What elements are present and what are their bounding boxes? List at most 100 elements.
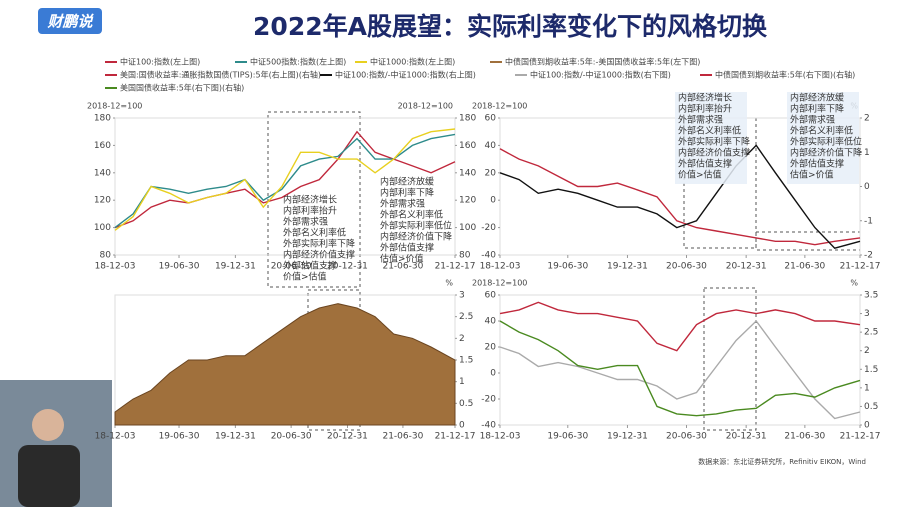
y2-tick-label: 1 <box>459 377 465 387</box>
y-tick-label: 120 <box>94 196 111 206</box>
y-tick-label: 40 <box>485 317 497 327</box>
annotation: 内部经济价值支撑 <box>678 147 750 159</box>
x-tick-label: 20-06-30 <box>666 262 707 272</box>
x-tick-label: 19-06-30 <box>159 432 200 442</box>
y2-axis-unit: % <box>850 279 858 288</box>
annotation: 内部经济价值下降 <box>790 147 862 159</box>
y-axis-unit: 2018-12=100 <box>472 102 527 111</box>
line <box>499 144 861 249</box>
y2-tick-label: 0.5 <box>864 402 878 412</box>
annotation: 价值>估值 <box>283 271 327 283</box>
legend-label: 中证500指数:指数(左上图) <box>250 57 346 67</box>
annotation: 外部名义利率低 <box>380 209 443 221</box>
line <box>499 319 861 420</box>
area <box>114 303 456 426</box>
annotation: 外部需求强 <box>283 216 328 228</box>
y2-tick-label: 2 <box>864 114 870 124</box>
y2-tick-label: -2 <box>864 251 873 261</box>
y2-tick-label: 140 <box>459 168 476 178</box>
annotation: 外部实际利率低位 <box>790 136 862 148</box>
y-tick-label: -40 <box>481 421 496 431</box>
annotation: 内部经济放缓 <box>790 92 844 104</box>
annotation-box <box>675 92 747 184</box>
logo-box <box>38 8 102 34</box>
x-tick-label: 20-12-31 <box>327 262 368 272</box>
annotation: 外部估值支撑 <box>380 242 434 254</box>
legend-label: 中证100:指数(左上图) <box>120 57 200 67</box>
y-tick-label: 80 <box>100 251 112 261</box>
x-tick-label: 19-12-31 <box>607 432 648 442</box>
x-tick-label: 21-06-30 <box>784 432 825 442</box>
legend-label: 中债国债到期收益率:5年:-美国国债收益率:5年(左下图) <box>505 57 700 67</box>
x-tick-label: 19-12-31 <box>215 432 256 442</box>
annotation: 外部估值支撑 <box>678 158 732 170</box>
x-tick-label: 18-12-03 <box>95 432 136 442</box>
annotation: 内部利率抬升 <box>678 103 732 115</box>
x-tick-label: 21-06-30 <box>382 432 423 442</box>
y-tick-label: 60 <box>485 291 497 301</box>
y-tick-label: 20 <box>485 168 497 178</box>
line <box>499 148 861 246</box>
x-tick-label: 19-12-31 <box>215 262 256 272</box>
annotation: 外部名义利率低 <box>283 227 346 239</box>
annotation: 内部利率下降 <box>380 187 434 199</box>
y-tick-label: -20 <box>481 395 496 405</box>
highlight-box <box>267 111 361 288</box>
annotation: 估值>价值 <box>380 253 424 265</box>
annotation: 价值>估值 <box>678 169 722 181</box>
y-axis-unit: 2018-12=100 <box>472 279 527 288</box>
y2-tick-label: 120 <box>459 196 476 206</box>
annotation: 内部利率抬升 <box>283 205 337 217</box>
y-tick-label: 60 <box>485 114 497 124</box>
x-tick-label: 21-06-30 <box>382 262 423 272</box>
x-tick-label: 21-12-17 <box>435 262 476 272</box>
annotation: 外部实际利率低位 <box>380 220 452 232</box>
x-tick-label: 18-12-03 <box>480 262 521 272</box>
y2-tick-label: 1 <box>864 148 870 158</box>
legend-label: 中证100:指数/-中证1000:指数(右下图) <box>530 70 671 80</box>
y2-tick-label: 2.5 <box>459 312 473 322</box>
annotation: 外部需求强 <box>678 114 723 126</box>
y2-tick-label: 1.5 <box>864 365 878 375</box>
annotation-box <box>787 92 859 184</box>
y2-tick-label: 1 <box>864 383 870 393</box>
legend-label: 美国:国债收益率:通胀指数国债(TIPS):5年(右上图)(右轴) <box>120 70 321 80</box>
y-tick-label: 0 <box>490 369 496 379</box>
plot-area <box>499 294 861 426</box>
legend-label: 中证1000:指数(左上图) <box>370 57 455 67</box>
annotation: 外部名义利率低 <box>790 125 853 137</box>
y2-tick-label: 180 <box>459 114 476 124</box>
annotation: 外部需求强 <box>380 198 425 210</box>
x-tick-label: 18-12-03 <box>95 262 136 272</box>
x-tick-label: 21-12-17 <box>840 432 881 442</box>
y2-tick-label: 160 <box>459 141 476 151</box>
x-tick-label: 20-06-30 <box>271 262 312 272</box>
annotation: 外部需求强 <box>790 114 835 126</box>
y-axis-unit: 2018-12=100 <box>87 102 142 111</box>
x-tick-label: 21-12-17 <box>840 262 881 272</box>
x-tick-label: 20-06-30 <box>271 432 312 442</box>
annotation: 外部实际利率下降 <box>283 238 355 250</box>
line <box>114 128 456 231</box>
y-tick-label: 0 <box>490 196 496 206</box>
y2-tick-label: 3 <box>459 291 465 301</box>
line <box>499 320 861 417</box>
highlight-box <box>755 231 861 251</box>
y-tick-label: 40 <box>485 141 497 151</box>
y2-tick-label: 2.5 <box>864 328 878 338</box>
y2-tick-label: -1 <box>864 216 873 226</box>
presenter-body <box>18 445 80 507</box>
y-tick-label: 20 <box>485 343 497 353</box>
y2-tick-label: 0 <box>459 421 465 431</box>
highlight-box <box>703 287 757 431</box>
y2-tick-label: 1.5 <box>459 356 473 366</box>
y2-axis-unit: % <box>445 279 453 288</box>
y2-tick-label: 3 <box>864 309 870 319</box>
x-tick-label: 19-06-30 <box>547 262 588 272</box>
x-tick-label: 21-12-17 <box>435 432 476 442</box>
legend-label: 中债国债到期收益率:5年(右下图)(右轴) <box>715 70 855 80</box>
y-tick-label: 100 <box>94 223 111 233</box>
x-tick-label: 20-12-31 <box>726 262 767 272</box>
